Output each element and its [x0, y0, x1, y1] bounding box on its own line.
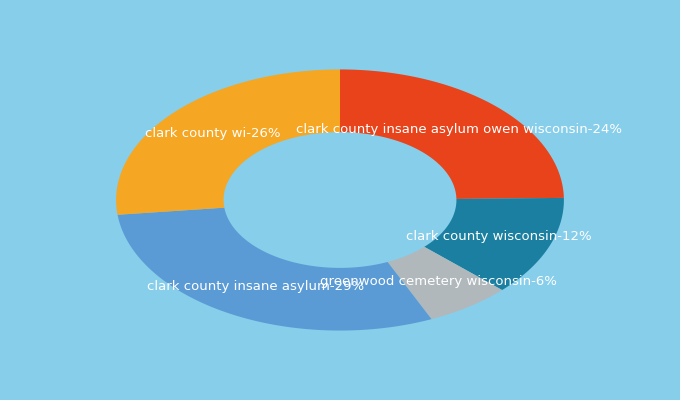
Polygon shape	[340, 70, 564, 199]
Text: clark county insane asylum-29%: clark county insane asylum-29%	[147, 280, 364, 293]
Text: clark county wisconsin-12%: clark county wisconsin-12%	[406, 230, 592, 243]
Text: clark county insane asylum owen wisconsin-24%: clark county insane asylum owen wisconsi…	[296, 123, 622, 136]
Polygon shape	[424, 198, 564, 290]
Polygon shape	[116, 70, 340, 215]
Polygon shape	[118, 208, 432, 330]
Polygon shape	[388, 247, 502, 319]
Text: greenwood cemetery wisconsin-6%: greenwood cemetery wisconsin-6%	[320, 274, 557, 288]
Text: clark county wi-26%: clark county wi-26%	[146, 128, 281, 140]
